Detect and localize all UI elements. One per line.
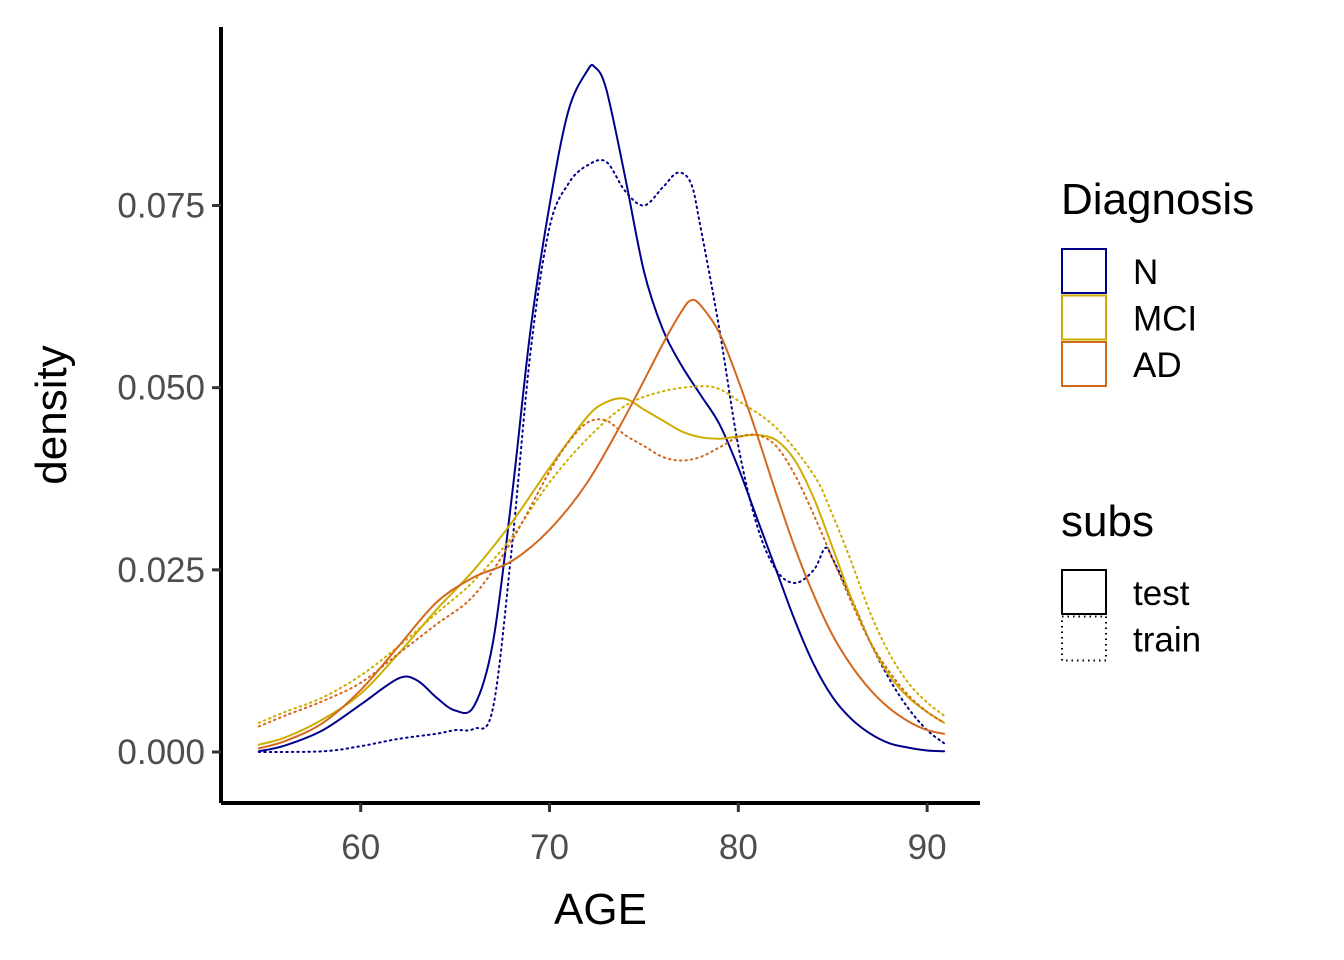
legend-key-ad: [1061, 341, 1107, 387]
density-line-n-train: [257, 159, 946, 753]
legend-title: subs: [1061, 497, 1154, 546]
legend-title: Diagnosis: [1061, 175, 1254, 224]
density-line-ad-train: [257, 418, 946, 728]
x-axis-title: AGE: [554, 885, 647, 934]
legend-subs: subs test train: [1061, 497, 1201, 662]
density-line-ad-test: [257, 298, 946, 750]
legend-label-ad: AD: [1133, 346, 1182, 385]
legend-label-mci: MCI: [1133, 300, 1197, 339]
legend-diagnosis: Diagnosis N MCI AD: [1061, 175, 1254, 387]
density-line-n-test: [257, 63, 946, 753]
legend-key-train: [1061, 615, 1107, 662]
legend-label-test: test: [1133, 574, 1190, 613]
legend-label-train: train: [1133, 621, 1201, 660]
y-tick-label: 0.075: [117, 187, 205, 226]
plot-lines: [257, 63, 946, 753]
x-tick-label: 80: [719, 828, 758, 867]
y-tick-label: 0.050: [117, 369, 205, 408]
legends: Diagnosis N MCI AD subs test train: [1061, 175, 1254, 662]
legend-key-n: [1061, 248, 1107, 294]
x-tick-label: 90: [908, 828, 947, 867]
legend-key-test: [1061, 569, 1107, 615]
axes: 0.000 0.025 0.050 0.075 60 70 80 90: [117, 27, 980, 867]
x-tick-label: 60: [341, 828, 380, 867]
legend-label-n: N: [1133, 253, 1158, 292]
y-tick-label: 0.000: [117, 733, 205, 772]
legend-key-mci: [1061, 294, 1107, 341]
y-axis-title: density: [27, 345, 76, 484]
density-line-mci-train: [257, 385, 946, 724]
density-line-mci-test: [257, 397, 946, 746]
x-ticks: 60 70 80 90: [341, 803, 947, 867]
y-ticks: 0.000 0.025 0.050 0.075: [117, 187, 221, 772]
y-tick-label: 0.025: [117, 551, 205, 590]
x-tick-label: 70: [530, 828, 569, 867]
